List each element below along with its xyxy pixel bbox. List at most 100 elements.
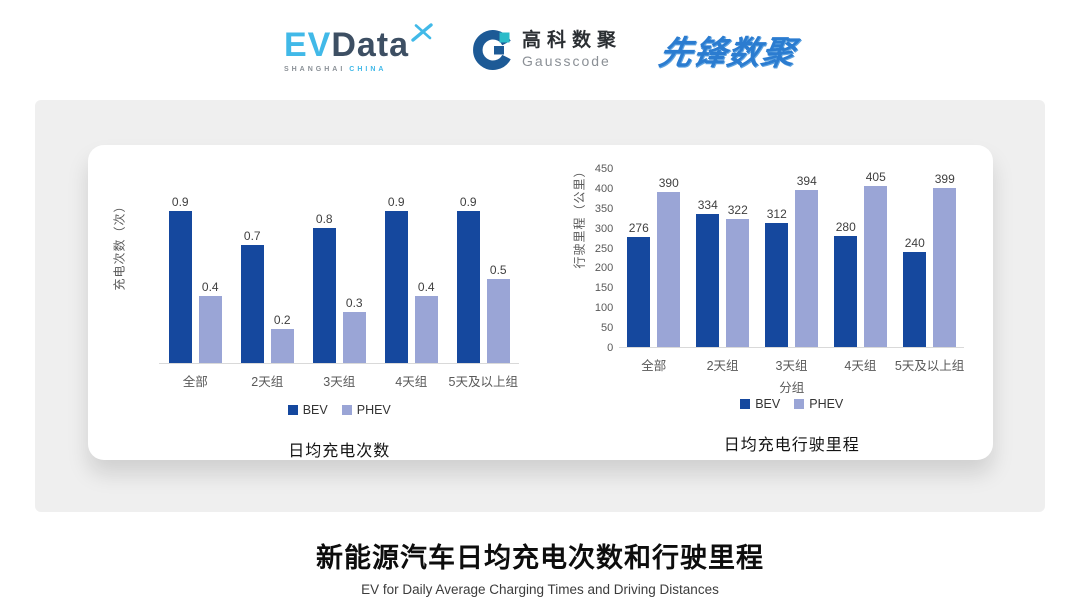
category-label-全部: 全部 — [182, 375, 208, 390]
bar-value-label: 405 — [865, 169, 886, 184]
category-label-全部: 全部 — [641, 359, 667, 373]
left-chart-title: 日均充电次数 — [288, 443, 391, 461]
bar-bev-2天组 — [696, 214, 720, 347]
category-label-3天组: 3天组 — [323, 375, 356, 390]
bar-wrap: 0.9 — [168, 195, 192, 364]
bar-group-全部: 0.9 0.4 — [159, 195, 231, 364]
right-x-axis-label: 分组 — [779, 381, 805, 395]
y-tick-350: 350 — [594, 202, 614, 215]
category-label-5天及以上组: 5天及以上组 — [894, 359, 965, 373]
bar-wrap: 0.7 — [240, 228, 264, 364]
category-label-4天组: 4天组 — [395, 375, 428, 390]
bar-value-label: 0.3 — [345, 296, 363, 311]
legend-label-phev: PHEV — [356, 403, 391, 418]
bar-value-label: 0.8 — [315, 211, 333, 226]
bar-value-label: 0.4 — [201, 279, 219, 294]
dragonfly-icon — [411, 22, 433, 42]
xianfeng-logo: 先锋数聚 — [656, 34, 799, 71]
bar-wrap: 405 — [864, 169, 888, 347]
y-tick-200: 200 — [594, 262, 614, 275]
legend-swatch-phev — [794, 399, 805, 409]
bar-phev-4天组 — [414, 295, 438, 364]
bar-bev-5天及以上组 — [456, 211, 480, 364]
bar-phev-全部 — [198, 295, 222, 364]
category-label-2天组: 2天组 — [706, 359, 739, 373]
bar-bev-3天组 — [312, 227, 336, 364]
bar-value-label: 0.7 — [243, 228, 261, 243]
chart-daily-driving-distance: 行驶里程（公里） 450 400 350 300 250 200 150 100 50 0 276… — [541, 145, 994, 460]
bar-phev-4天组 — [864, 185, 888, 347]
evdata-data-text: Data — [331, 25, 410, 64]
left-plot-column: 0.9 0.4 0.7 0.2 0.8 0.3 0.9 0.4 0.9 0.5 全部 2天组 3天组 4… — [159, 195, 520, 461]
bar-wrap: 0.4 — [414, 279, 438, 364]
bar-value-label: 0.9 — [171, 195, 189, 209]
category-label-3天组: 3天组 — [775, 359, 808, 373]
y-tick-50: 50 — [601, 322, 614, 335]
bar-phev-2天组 — [726, 218, 750, 347]
left-y-axis-ticks — [129, 195, 159, 365]
right-y-axis-label: 行驶里程（公里） — [572, 163, 587, 268]
category-label-4天组: 4天组 — [844, 359, 877, 373]
bar-value-label: 0.9 — [387, 195, 405, 209]
gausscode-g-icon — [473, 30, 511, 70]
chart-daily-charging-times: 充电次数（次） 0.9 0.4 0.7 0.2 0.8 0.3 0.9 0.4 0.9 0.5 全… — [88, 145, 541, 460]
legend-item-bev: BEV — [287, 403, 328, 417]
bar-wrap: 0.5 — [486, 263, 510, 364]
gausscode-cn-text: 高科数聚 — [522, 30, 623, 52]
legend-label-bev: BEV — [755, 397, 781, 411]
right-chart-axis-column: 行驶里程（公里） 450 400 350 300 250 200 150 100 50 0 — [569, 163, 619, 354]
right-chart-title: 日均充电行驶里程 — [723, 437, 860, 454]
bar-value-label: 280 — [835, 219, 856, 234]
gausscode-text: 高科数聚 Gausscode — [522, 30, 623, 69]
bar-group-3天组: 0.8 0.3 — [303, 211, 375, 364]
footer: 新能源汽车日均充电次数和行驶里程 EV for Daily Average Ch… — [0, 536, 1080, 597]
left-legend: BEV PHEV — [159, 403, 519, 417]
evdata-logo: EV Data SHANGHAI CHINA — [284, 22, 435, 73]
page-title: 新能源汽车日均充电次数和行驶里程 — [316, 543, 764, 573]
right-category-labels: 全部 2天组 3天组 4天组 5天及以上组 — [619, 355, 964, 374]
bar-group-2天组: 0.7 0.2 — [231, 228, 303, 364]
bar-wrap: 399 — [933, 172, 957, 347]
bar-group-4天组: 280 405 — [826, 170, 895, 347]
evdata-shanghai-text: SHANGHAI — [283, 65, 346, 73]
bar-wrap: 0.8 — [312, 211, 336, 364]
page-subtitle: EV for Daily Average Charging Times and … — [361, 582, 719, 597]
bar-wrap: 334 — [696, 198, 720, 347]
bar-wrap: 0.2 — [270, 313, 294, 364]
category-label-2天组: 2天组 — [251, 375, 284, 390]
bar-bev-4天组 — [384, 211, 408, 364]
bar-value-label: 240 — [904, 235, 925, 250]
bar-value-label: 0.9 — [459, 195, 477, 209]
bar-phev-5天及以上组 — [933, 188, 957, 347]
bar-wrap: 280 — [834, 219, 858, 347]
bar-wrap: 0.4 — [198, 279, 222, 364]
bar-group-5天及以上组: 240 399 — [895, 172, 964, 347]
bar-value-label: 0.4 — [417, 279, 435, 294]
bar-group-2天组: 334 322 — [688, 198, 757, 347]
y-tick-400: 400 — [594, 182, 614, 195]
bar-value-label: 312 — [766, 206, 787, 221]
bar-bev-全部 — [168, 211, 192, 364]
y-tick-100: 100 — [594, 302, 614, 315]
gausscode-en-text: Gausscode — [522, 52, 611, 69]
bar-wrap: 394 — [795, 174, 819, 347]
charts-card: 充电次数（次） 0.9 0.4 0.7 0.2 0.8 0.3 0.9 0.4 0.9 0.5 全… — [88, 145, 993, 460]
bar-phev-3天组 — [342, 312, 366, 364]
evdata-subtitle: SHANGHAI CHINA — [284, 66, 387, 73]
bar-bev-3天组 — [765, 222, 789, 347]
legend-item-bev: BEV — [740, 397, 780, 411]
left-bar-groups: 0.9 0.4 0.7 0.2 0.8 0.3 0.9 0.4 0.9 0.5 — [159, 195, 519, 364]
bar-value-label: 0.2 — [273, 313, 291, 328]
left-category-labels: 全部 2天组 3天组 4天组 5天及以上组 — [159, 371, 519, 390]
right-plot-column: 276 390 334 322 312 394 280 405 240 399 全部 2天组 3天组 4… — [619, 168, 964, 460]
bar-phev-2天组 — [270, 329, 294, 364]
bar-phev-5天及以上组 — [486, 278, 510, 364]
bar-group-5天及以上组: 0.9 0.5 — [447, 195, 519, 364]
y-tick-300: 300 — [594, 222, 614, 235]
y-tick-450: 450 — [594, 163, 614, 175]
bar-phev-3天组 — [795, 190, 819, 347]
y-tick-150: 150 — [594, 282, 614, 295]
legend-swatch-bev — [740, 399, 751, 409]
bar-wrap: 322 — [726, 203, 750, 347]
bar-wrap: 0.3 — [342, 296, 366, 364]
